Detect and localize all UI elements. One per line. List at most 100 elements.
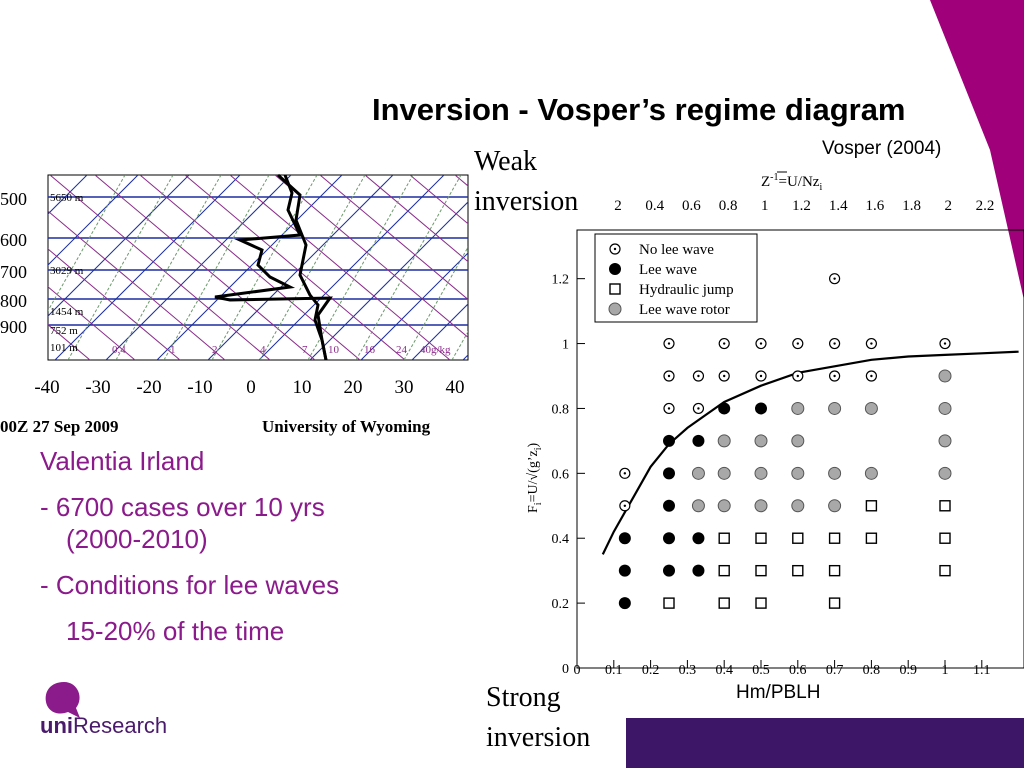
isotherm-line [105, 175, 292, 360]
logo-part-uni: uni [40, 713, 73, 738]
bullet-cases-years: (2000-2010) [66, 524, 208, 554]
point-none [792, 370, 804, 382]
point-none [663, 370, 675, 382]
temperature-label: -30 [85, 377, 110, 398]
isotherm-line [48, 175, 88, 215]
x-tick-label: 0.9 [899, 663, 917, 678]
bullet-conditions-frequency: 15-20% of the time [66, 616, 285, 646]
mixing-ratio-label: 24 [396, 344, 408, 356]
bullet-location: Valentia Irland [40, 446, 205, 476]
logo-mark [45, 682, 80, 718]
point-jump [828, 597, 841, 609]
point-lee [618, 597, 631, 610]
x-axis-title: Hm/PBLH [736, 682, 821, 703]
mixing-ratio-label: 1 [170, 344, 176, 356]
mixing-ratio-label: 10 [328, 344, 340, 356]
height-label: 3029 m [50, 265, 84, 277]
y-axis-ticks: 0 0.2 0.4 0.6 0.8 1 1.2 [552, 273, 585, 677]
dry-adiabat-line [48, 324, 91, 360]
temperature-label: 10 [293, 377, 312, 398]
mixing-ratio-line [259, 175, 366, 360]
weak-note-line1: Weak [474, 146, 538, 177]
slide-title: Inversion - Vosper’s regime diagram [372, 92, 906, 127]
point-rotor [791, 466, 805, 480]
pressure-label: 600 [0, 230, 27, 250]
point-rotor [828, 499, 842, 513]
temperature-label: 0 [246, 377, 256, 398]
dry-adiabat-line [274, 175, 468, 338]
data-points [618, 273, 952, 610]
legend-label: No lee wave [639, 242, 714, 258]
point-none [755, 337, 767, 350]
point-none [663, 337, 675, 350]
point-jump [939, 500, 951, 512]
regime-diagram: Z-1=U/Nzi 2 0.4 0.6 0.8 1 1.2 1.4 1.6 1.8 2 2.2 00… [526, 171, 1024, 678]
dry-adiabat-line [49, 175, 271, 360]
x-axis-ticks: 0 0.1 0.2 0.3 0.4 0.5 0.6 0.7 0.8 0.9 1 1.1 [574, 660, 991, 678]
point-none [718, 370, 730, 382]
mixing-ratio-line [403, 246, 468, 360]
strong-inversion-note: Strong inversion [486, 678, 590, 758]
point-none [865, 370, 877, 382]
point-lee [618, 564, 631, 577]
point-none [619, 467, 631, 479]
point-jump [939, 532, 951, 544]
temperature-label: 40 [446, 377, 465, 398]
dry-adiabat-line [139, 175, 361, 360]
top-tick-label: 1.2 [792, 198, 811, 214]
y-tick-label: 1.2 [552, 273, 570, 288]
temperature-label: -10 [187, 377, 212, 398]
sounding-date: 00Z 27 Sep 2009 [0, 417, 119, 436]
pressure-label: 900 [0, 317, 27, 337]
y-tick-label: 0.4 [552, 532, 570, 547]
x-tick-label: 0.2 [642, 663, 660, 678]
top-tick-label: 1 [761, 198, 769, 214]
x-tick-label: 0.5 [752, 663, 770, 678]
point-rotor [791, 401, 805, 415]
y-tick-label: 1 [562, 338, 569, 353]
top-tick-label: 2 [614, 198, 622, 214]
isotherm-line [411, 303, 468, 360]
isotherm-line [309, 201, 468, 360]
y-tick-label: 0 [562, 662, 569, 677]
point-rotor [754, 499, 768, 513]
point-lee [692, 532, 705, 545]
point-rotor [938, 434, 952, 448]
temperature-label: 20 [344, 377, 363, 398]
point-none [663, 402, 675, 415]
mixing-ratio-line [355, 175, 462, 360]
point-none [755, 370, 767, 382]
point-lee [755, 402, 767, 415]
point-rotor [717, 499, 731, 513]
mixing-ratio-line [48, 175, 126, 312]
point-jump [828, 532, 841, 544]
top-axis-ticks: 2 0.4 0.6 0.8 1 1.2 1.4 1.6 1.8 2 2.2 [614, 198, 994, 214]
point-rotor [938, 369, 952, 383]
mixing-ratio-line [115, 175, 222, 360]
dry-adiabat-line [48, 210, 226, 360]
dry-adiabat-line [319, 175, 468, 301]
point-jump [792, 564, 804, 577]
x-tick-label: 0.8 [863, 663, 881, 678]
mixing-ratio-label: 0.4 [112, 344, 126, 356]
point-rotor [754, 434, 768, 448]
mixing-ratio-line [307, 175, 414, 360]
point-none [718, 337, 730, 350]
point-none [692, 402, 705, 415]
x-tick-label: 1.1 [973, 663, 991, 678]
point-lee [692, 434, 705, 447]
top-tick-label: 1.6 [866, 198, 885, 214]
dry-adiabat-line [48, 286, 136, 360]
x-tick-label: 0.6 [789, 663, 807, 678]
purple-footer-band [626, 718, 1024, 768]
sounding-grid [48, 175, 468, 360]
weak-note-line2: inversion [474, 186, 579, 217]
legend-box [594, 233, 758, 323]
x-tick-label: 0.1 [605, 663, 623, 678]
x-tick-label: 0.3 [679, 663, 697, 678]
top-tick-label: 2 [945, 198, 953, 214]
point-lee [692, 564, 705, 577]
temperature-label: 30 [395, 377, 414, 398]
logo-part-research: Research [73, 713, 168, 738]
x-tick-label: 0.7 [826, 663, 844, 678]
